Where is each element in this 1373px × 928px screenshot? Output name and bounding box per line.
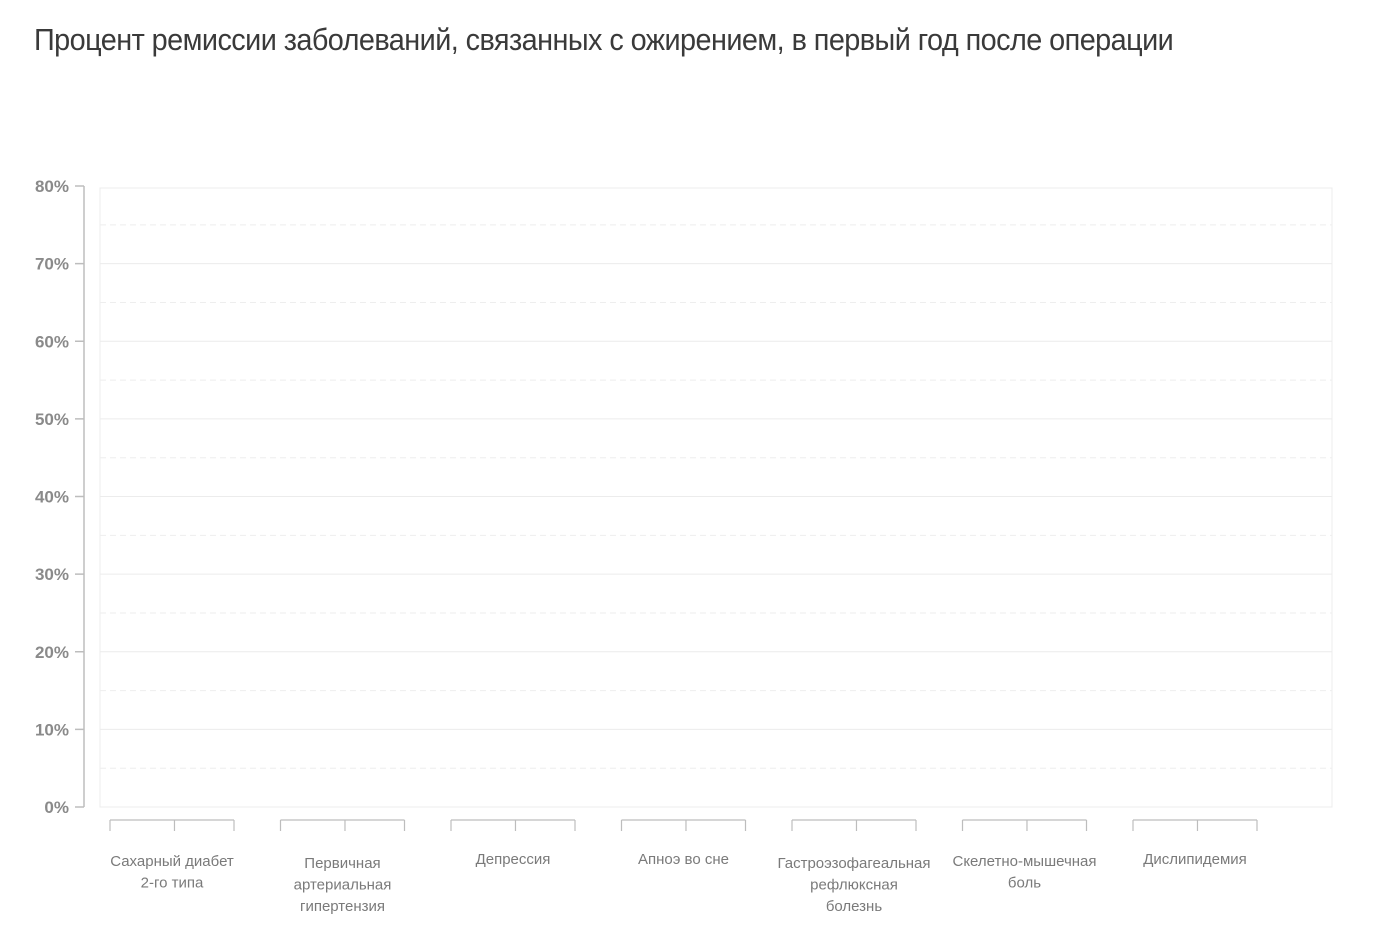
category-label: Сахарный диабет [110,853,234,870]
category-label: рефлюксная [810,877,898,894]
category-label: Гастроэзофагеальная [777,855,930,872]
category-label: гипертензия [300,898,385,915]
chart-title: Процент ремиссии заболеваний, связанных … [34,22,1174,57]
y-tick-label: 10% [35,720,69,739]
category-label: артериальная [294,877,392,894]
category-label: 2-го типа [141,875,204,892]
category-label: болезнь [826,898,883,915]
category-label: Апноэ во сне [638,851,729,868]
grid [99,187,1333,808]
y-tick-label: 70% [35,255,69,274]
category-label: Скелетно-мышечная [952,853,1096,870]
category-group: Депрессия [450,819,576,868]
category-label: Депрессия [476,851,551,868]
x-axis: Сахарный диабет 2-го типа Первичная артериа… [109,819,1258,915]
category-group: Дислипидемия [1132,819,1258,868]
category-label: Первичная [304,855,380,872]
category-group: Апноэ во сне [620,819,747,868]
plot-frame [99,187,1333,808]
category-group: Гастроэзофагеальная рефлюксная болезнь [777,819,931,915]
y-tick-label: 50% [35,410,69,429]
y-tick-label: 20% [35,643,69,662]
y-tick-label: 40% [35,488,69,507]
category-group: Скелетно-мышечная боль [952,819,1097,892]
y-axis: 0% 10% 20% 30% 40% 50% 60% 70% 80% [35,177,85,817]
y-tick-label: 80% [35,177,69,196]
y-tick-label: 60% [35,332,69,351]
category-group: Сахарный диабет 2-го типа [109,819,235,892]
y-tick-label: 30% [35,565,69,584]
category-label: боль [1008,875,1041,892]
y-tick-label: 0% [44,798,69,817]
category-group: Первичная артериальная гипертензия [279,819,406,915]
category-label: Дислипидемия [1143,851,1247,868]
